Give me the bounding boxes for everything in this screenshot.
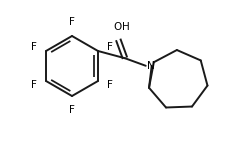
- Text: F: F: [69, 105, 75, 115]
- Text: F: F: [69, 17, 75, 27]
- Text: N: N: [147, 61, 154, 71]
- Text: F: F: [31, 80, 37, 90]
- Text: F: F: [107, 42, 113, 52]
- Text: H: H: [122, 22, 130, 32]
- Text: F: F: [31, 42, 37, 52]
- Text: F: F: [107, 80, 113, 90]
- Text: O: O: [113, 22, 121, 32]
